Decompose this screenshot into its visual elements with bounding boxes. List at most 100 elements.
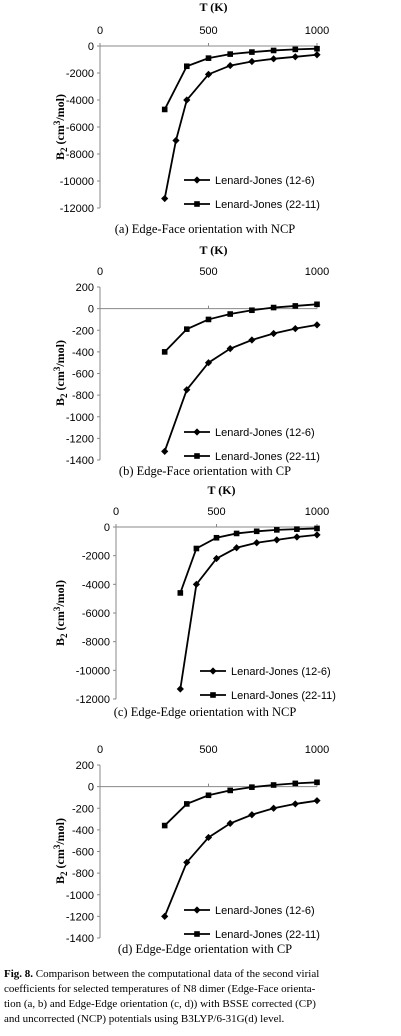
y-axis-title: B2 (cm3/mol) bbox=[52, 818, 69, 884]
svg-text:Fig. 8. Comparison between the: Fig. 8. Comparison between the computati… bbox=[4, 968, 319, 980]
legend-label: Lenard-Jones (12-6) bbox=[215, 905, 315, 917]
data-point-square bbox=[292, 780, 299, 787]
y-tick-label: 0 bbox=[104, 522, 110, 534]
data-point-square bbox=[205, 792, 212, 799]
series-line bbox=[163, 799, 318, 917]
data-point-diamond bbox=[172, 136, 180, 145]
data-point-square bbox=[292, 303, 299, 309]
y-tick-label: -400 bbox=[72, 825, 94, 837]
y-tick-label: -200 bbox=[72, 325, 94, 337]
x-tick-label: 1000 bbox=[305, 25, 329, 37]
data-point-square bbox=[161, 822, 168, 829]
x-tick-label: 1000 bbox=[305, 266, 329, 278]
x-tick-label: 0 bbox=[97, 25, 103, 37]
series-line bbox=[179, 527, 318, 594]
figure-caption-line-1-rest: Comparison between the computational dat… bbox=[33, 968, 319, 980]
y-tick-label: -12000 bbox=[60, 203, 94, 215]
data-point-square bbox=[227, 311, 233, 317]
legend-marker-square bbox=[194, 201, 200, 207]
data-point-diamond bbox=[192, 580, 200, 588]
data-point-square bbox=[274, 527, 280, 533]
data-point-diamond bbox=[270, 804, 278, 812]
legend-marker-square bbox=[194, 931, 200, 937]
y-tick-label: -8000 bbox=[82, 637, 110, 649]
data-point-diamond bbox=[270, 329, 278, 338]
figure-caption-label: Fig. 8. bbox=[4, 968, 33, 980]
figure-caption-line-4: and uncorrected (NCP) potentials using B… bbox=[4, 1013, 285, 1025]
data-point-square bbox=[314, 525, 320, 532]
x-tick-label: 0 bbox=[97, 266, 103, 278]
legend-label: Lenard-Jones (22-11) bbox=[215, 929, 320, 941]
data-point-diamond bbox=[313, 51, 321, 59]
data-point-square bbox=[314, 45, 320, 52]
data-point-square bbox=[292, 46, 299, 53]
data-point-square bbox=[205, 55, 212, 61]
y-tick-label: -1400 bbox=[66, 933, 94, 945]
data-point-square bbox=[270, 782, 277, 788]
data-point-diamond bbox=[204, 833, 213, 842]
y-axis-title: B2 (cm3/mol) bbox=[52, 94, 69, 160]
y-tick-label: -600 bbox=[72, 369, 94, 381]
panel-caption: (c) Edge-Edge orientation with NCP bbox=[114, 705, 297, 719]
data-point-diamond bbox=[204, 70, 213, 78]
x-axis-title: T (K) bbox=[199, 243, 227, 257]
y-tick-label: -4000 bbox=[66, 95, 94, 107]
data-point-diamond bbox=[226, 345, 234, 353]
x-tick-label: 1000 bbox=[305, 506, 329, 518]
data-point-diamond bbox=[183, 96, 191, 104]
data-point-diamond bbox=[233, 544, 241, 552]
chart-panel-c: T (K) 0 500 1000 0 -2000 -4000 -6000 -8000 -10000… bbox=[52, 483, 336, 719]
x-tick-label: 500 bbox=[199, 266, 217, 278]
data-point-diamond bbox=[253, 539, 261, 547]
data-point-square bbox=[314, 301, 320, 308]
legend-marker-diamond bbox=[209, 667, 217, 675]
y-tick-label: -12000 bbox=[76, 694, 110, 706]
data-point-diamond bbox=[248, 336, 256, 344]
data-point-diamond bbox=[226, 819, 234, 827]
y-tick-label: -10000 bbox=[76, 665, 110, 677]
data-point-diamond bbox=[161, 912, 169, 920]
legend-label: Lenard-Jones (22-11) bbox=[215, 199, 320, 211]
x-axis-title: T (K) bbox=[199, 0, 227, 14]
data-point-diamond bbox=[176, 685, 184, 693]
data-point-square bbox=[314, 779, 320, 786]
data-point-square bbox=[233, 530, 240, 537]
data-point-square bbox=[193, 545, 200, 552]
data-point-square bbox=[249, 307, 255, 314]
data-point-square bbox=[270, 47, 277, 54]
data-point-square bbox=[249, 49, 255, 55]
y-axis-title: B2 (cm3/mol) bbox=[52, 340, 69, 406]
data-point-diamond bbox=[291, 800, 299, 808]
data-point-square bbox=[270, 304, 277, 311]
data-point-square bbox=[184, 326, 190, 332]
y-tick-label: -400 bbox=[72, 347, 94, 359]
y-tick-label: -8000 bbox=[66, 149, 94, 161]
y-tick-label: -10000 bbox=[60, 176, 94, 188]
data-point-square bbox=[205, 316, 212, 323]
legend-marker-diamond bbox=[193, 176, 201, 184]
x-tick-label: 500 bbox=[199, 25, 217, 37]
legend-marker-diamond bbox=[193, 906, 201, 914]
data-point-square bbox=[161, 106, 168, 113]
data-point-diamond bbox=[313, 321, 321, 329]
data-point-diamond bbox=[291, 325, 299, 333]
panel-caption: (a) Edge-Face orientation with NCP bbox=[115, 222, 296, 236]
legend-marker-diamond bbox=[193, 428, 201, 436]
data-point-square bbox=[249, 784, 255, 790]
data-point-diamond bbox=[226, 61, 234, 70]
y-tick-label: -2000 bbox=[66, 68, 94, 80]
y-tick-label: -800 bbox=[72, 390, 94, 402]
y-tick-label: -200 bbox=[72, 803, 94, 815]
data-point-diamond bbox=[270, 55, 278, 63]
series-line bbox=[163, 47, 318, 110]
y-axis-title: B2 (cm3/mol) bbox=[52, 580, 69, 646]
data-point-diamond bbox=[183, 386, 191, 394]
y-tick-label: -2000 bbox=[82, 551, 110, 563]
y-tick-label: 0 bbox=[88, 41, 94, 53]
chart-panel-a: T (K) 0 500 1000 0 -2000 -4000 -6000 -8000 -10000… bbox=[52, 0, 329, 236]
data-point-square bbox=[184, 63, 190, 70]
legend-label: Lenard-Jones (22-11) bbox=[215, 451, 320, 463]
data-point-diamond bbox=[291, 53, 299, 61]
chart-panel-d: 0 500 10002000-200-400-600-800-1000-1200-1… bbox=[52, 744, 329, 956]
